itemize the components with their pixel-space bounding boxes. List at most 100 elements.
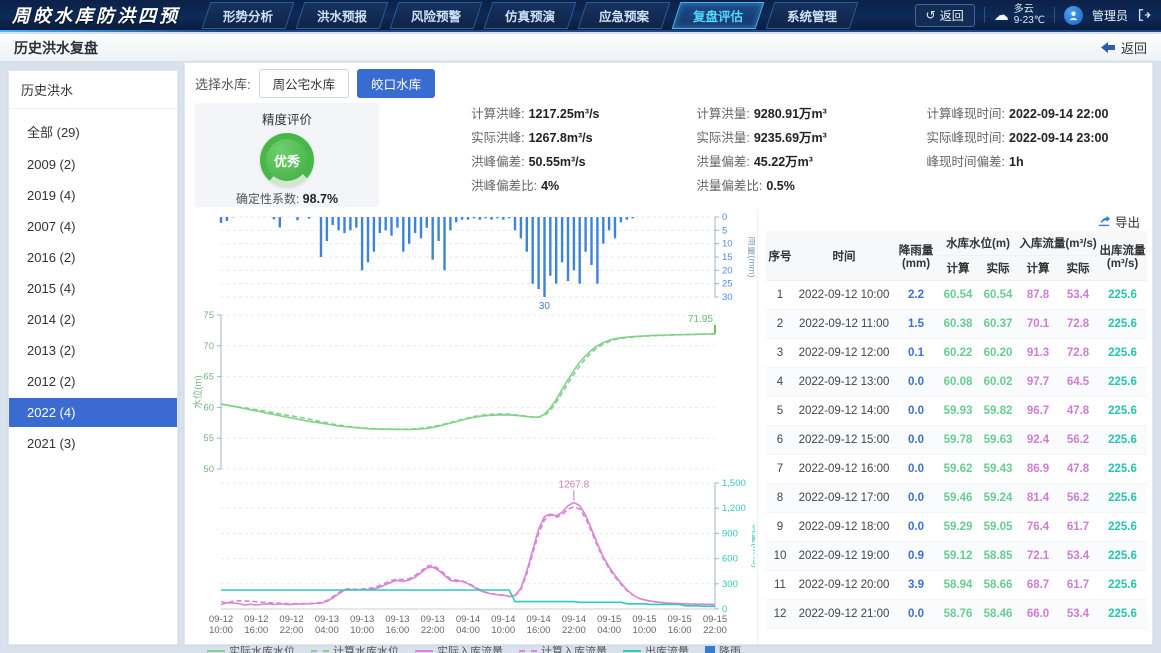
reservoir-button-皎口水库[interactable]: 皎口水库	[357, 68, 436, 98]
sidebar-item-2012[interactable]: 2012 (2)	[27, 374, 76, 389]
metric-洪量偏差比: 洪量偏差比: 0.5%	[696, 179, 795, 193]
svg-text:10:00: 10:00	[209, 625, 233, 636]
rain-swatch	[705, 646, 715, 653]
sidebar-item-2015[interactable]: 2015 (4)	[27, 281, 76, 296]
svg-text:04:00: 04:00	[597, 625, 621, 636]
sidebar-item-2022[interactable]: 2022 (4)	[9, 398, 177, 427]
table-row: 3 2022-09-12 12:00 0.1 60.22 60.20 91.3 72.8 22…	[766, 338, 1148, 368]
legend-item-出库流量[interactable]: 出库流量	[623, 643, 689, 653]
table-row: 7 2022-09-12 16:00 0.0 59.62 59.43 86.9 47.8 22…	[766, 454, 1148, 484]
svg-text:1267.8: 1267.8	[559, 480, 590, 491]
svg-text:10:00: 10:00	[350, 625, 374, 636]
nav-item-形势分析[interactable]: 形势分析	[201, 1, 295, 29]
col-inflow-group: 入库流量(m³/s)	[1018, 231, 1099, 256]
svg-text:09-13: 09-13	[350, 614, 374, 625]
legend-item-计算水库水位[interactable]: 计算水库水位	[311, 643, 399, 653]
line-swatch	[623, 650, 641, 652]
navbar-right: ↺ 返回 ☁ 多云 9-23℃ 管理员	[914, 3, 1161, 27]
metric-实际峰现时间: 实际峰现时间: 2022-09-14 23:00	[926, 131, 1109, 145]
legend-item-实际水库水位[interactable]: 实际水库水位	[207, 643, 295, 653]
svg-text:水位(m): 水位(m)	[192, 375, 204, 408]
legend-item-降雨[interactable]: 降雨	[705, 643, 741, 653]
sidebar-item-2009[interactable]: 2009 (2)	[27, 157, 76, 172]
svg-text:60: 60	[203, 402, 214, 413]
svg-text:09-15: 09-15	[668, 614, 692, 625]
top-navbar: 周皎水库防洪四预 形势分析 洪水预报 风险预警 仿真预演 应急预案 复盘评估 系统管理 ↺ …	[0, 0, 1161, 32]
weather-widget: ☁ 多云 9-23℃	[994, 4, 1045, 26]
cloud-icon: ☁	[993, 7, 1009, 24]
page-back-button[interactable]: 返回	[1100, 38, 1147, 57]
svg-text:04:00: 04:00	[315, 625, 339, 636]
metric-洪峰偏差比: 洪峰偏差比: 4%	[471, 179, 560, 193]
peak-time-metrics: 计算峰现时间: 2022-09-14 22:00 实际峰现时间: 2022-09-14…	[927, 103, 1142, 207]
svg-text:09-15: 09-15	[632, 614, 656, 625]
logout-icon[interactable]	[1137, 8, 1151, 22]
sidebar-item-2014[interactable]: 2014 (2)	[27, 312, 76, 327]
main-panel: 选择水库: 周公宅水库 皎口水库 精度评价 优秀 确定性系数: 98.7% 计算洪…	[184, 62, 1153, 653]
col-level-actual: 实际	[978, 255, 1019, 281]
svg-text:09-14: 09-14	[526, 614, 550, 625]
nav-item-应急预案[interactable]: 应急预案	[577, 1, 671, 29]
metric-洪量偏差: 洪量偏差: 45.22万m³	[696, 155, 813, 169]
sidebar-item-2013[interactable]: 2013 (2)	[27, 343, 76, 358]
top-strip: 选择水库: 周公宅水库 皎口水库 精度评价 优秀 确定性系数: 98.7% 计算洪…	[185, 63, 1152, 207]
svg-text:25: 25	[722, 279, 733, 290]
sidebar-item-2021[interactable]: 2021 (3)	[27, 436, 76, 451]
divider	[1053, 7, 1055, 23]
sidebar-item-全部[interactable]: 全部 (29)	[27, 125, 80, 140]
table-row: 6 2022-09-12 15:00 0.0 59.78 59.63 92.4 56.2 22…	[766, 425, 1148, 455]
svg-text:16:00: 16:00	[386, 625, 410, 636]
charts-pane: 0 5 10 15 20 25 30 雨量(mm) 30 50 55 60 65 70 75 水位(m) 71.…	[185, 209, 762, 653]
svg-text:65: 65	[203, 372, 214, 383]
svg-text:10: 10	[722, 239, 733, 250]
table-row: 8 2022-09-12 17:00 0.0 59.46 59.24 81.4 56.2 22…	[766, 483, 1148, 513]
svg-text:10:00: 10:00	[491, 625, 515, 636]
export-button[interactable]: 导出	[766, 211, 1144, 231]
navbar-back-button[interactable]: ↺ 返回	[914, 3, 975, 27]
nav-item-风险预警[interactable]: 风险预警	[389, 1, 483, 29]
svg-text:71.95: 71.95	[688, 314, 713, 325]
page-title: 历史洪水复盘	[14, 39, 98, 56]
sidebar-item-2016[interactable]: 2016 (2)	[27, 250, 76, 265]
sidebar-item-2019[interactable]: 2019 (4)	[27, 188, 76, 203]
page-header: 历史洪水复盘 返回	[0, 34, 1161, 62]
table-row: 11 2022-09-12 20:00 3.9 58.94 58.66 68.7 61.7 2…	[766, 570, 1148, 600]
table-pane: 导出 序号 时间 降雨量(mm) 水库水位(m) 入库流量(m³/s) 出库流量…	[757, 209, 1152, 644]
metric-计算洪量: 计算洪量: 9280.91万m³	[696, 107, 827, 121]
svg-text:55: 55	[203, 433, 214, 444]
sidebar-item-2007[interactable]: 2007 (4)	[27, 219, 76, 234]
nav-item-系统管理[interactable]: 系统管理	[765, 1, 859, 29]
svg-text:16:00: 16:00	[668, 625, 692, 636]
metric-洪峰偏差: 洪峰偏差: 50.55m³/s	[471, 155, 586, 169]
export-icon	[1098, 215, 1111, 226]
chart-legend: 实际水库水位 计算水库水位 实际入库流量 计算入库流量 出库流量 降雨	[191, 643, 757, 653]
nav-item-复盘评估[interactable]: 复盘评估	[671, 1, 765, 29]
user-name: 管理员	[1091, 8, 1128, 23]
reservoir-button-周公宅水库[interactable]: 周公宅水库	[258, 68, 350, 98]
svg-text:09-12: 09-12	[279, 614, 303, 625]
svg-text:30: 30	[539, 301, 551, 312]
legend-item-实际入库流量[interactable]: 实际入库流量	[415, 643, 503, 653]
svg-text:22:00: 22:00	[562, 625, 586, 636]
svg-text:20: 20	[722, 265, 733, 276]
svg-text:09-15: 09-15	[597, 614, 621, 625]
svg-text:600: 600	[722, 554, 738, 565]
svg-text:70: 70	[203, 341, 214, 352]
flood-data-table: 序号 时间 降雨量(mm) 水库水位(m) 入库流量(m³/s) 出库流量(m³…	[766, 231, 1148, 629]
svg-text:09-13: 09-13	[315, 614, 339, 625]
svg-text:0: 0	[722, 212, 727, 223]
flood-volume-metrics: 计算洪量: 9280.91万m³ 实际洪量: 9235.69万m³ 洪量偏差: 45.22…	[696, 103, 926, 207]
col-inflow-actual: 实际	[1058, 255, 1099, 281]
nav-item-洪水预报[interactable]: 洪水预报	[295, 1, 389, 29]
person-icon	[1069, 10, 1078, 20]
table-row: 4 2022-09-12 13:00 0.0 60.08 60.02 97.7 64.5 22…	[766, 367, 1148, 397]
metric-计算洪峰: 计算洪峰: 1217.25m³/s	[471, 107, 600, 121]
svg-text:09-14: 09-14	[491, 614, 515, 625]
nav-menu: 形势分析 洪水预报 风险预警 仿真预演 应急预案 复盘评估 系统管理	[201, 1, 859, 29]
svg-text:300: 300	[722, 579, 738, 590]
evaluation-title: 精度评价	[262, 113, 313, 127]
legend-item-计算入库流量[interactable]: 计算入库流量	[519, 643, 607, 653]
svg-text:22:00: 22:00	[421, 625, 445, 636]
nav-item-仿真预演[interactable]: 仿真预演	[483, 1, 577, 29]
user-avatar[interactable]	[1063, 5, 1083, 25]
